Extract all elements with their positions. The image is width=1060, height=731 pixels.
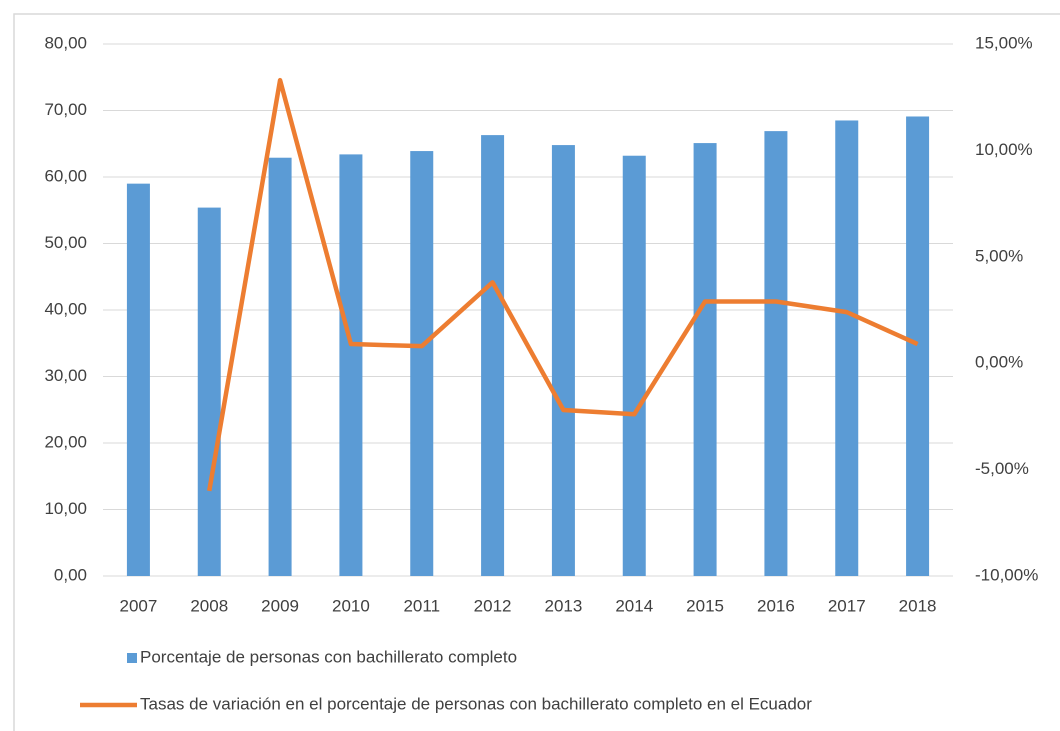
bar	[693, 143, 717, 576]
y2-tick-label: 10,00%	[975, 140, 1033, 159]
bar	[835, 120, 859, 576]
x-tick-label: 2015	[686, 596, 724, 615]
x-tick-label: 2011	[403, 596, 440, 615]
x-tick-label: 2013	[545, 596, 583, 615]
y-tick-label: 60,00	[44, 166, 87, 185]
y2-tick-label: 5,00%	[975, 246, 1023, 265]
x-tick-label: 2018	[899, 596, 937, 615]
y-tick-label: 20,00	[44, 432, 87, 451]
y-tick-label: 10,00	[44, 499, 87, 518]
x-tick-label: 2010	[332, 596, 370, 615]
y2-tick-label: -5,00%	[975, 459, 1029, 478]
bar	[906, 116, 930, 577]
x-tick-label: 2007	[120, 596, 158, 615]
y2-tick-label: 15,00%	[975, 33, 1033, 52]
y2-tick-label: -10,00%	[975, 565, 1038, 584]
legend-label: Tasas de variación en el porcentaje de p…	[140, 694, 812, 713]
bar	[481, 135, 505, 577]
x-tick-label: 2009	[261, 596, 299, 615]
bar	[551, 145, 575, 576]
bar	[622, 155, 646, 576]
y-tick-label: 30,00	[44, 366, 87, 385]
x-tick-label: 2016	[757, 596, 795, 615]
bar	[268, 157, 292, 576]
bar	[410, 151, 434, 576]
bar	[764, 131, 788, 577]
x-tick-label: 2008	[190, 596, 228, 615]
bar	[197, 207, 221, 576]
y-tick-label: 0,00	[54, 565, 87, 584]
y-tick-label: 70,00	[44, 100, 87, 119]
legend-label: Porcentaje de personas con bachillerato …	[140, 647, 517, 666]
y-tick-label: 40,00	[44, 299, 87, 318]
y-tick-label: 80,00	[44, 33, 87, 52]
line	[207, 77, 919, 492]
bar	[126, 183, 150, 576]
y2-tick-label: 0,00%	[975, 353, 1023, 372]
y-tick-label: 50,00	[44, 233, 87, 252]
chart-frame	[13, 13, 1060, 731]
x-tick-label: 2014	[615, 596, 653, 615]
x-tick-label: 2017	[828, 596, 866, 615]
bar	[339, 154, 363, 576]
legend-swatch	[127, 653, 137, 663]
x-tick-label: 2012	[474, 596, 512, 615]
